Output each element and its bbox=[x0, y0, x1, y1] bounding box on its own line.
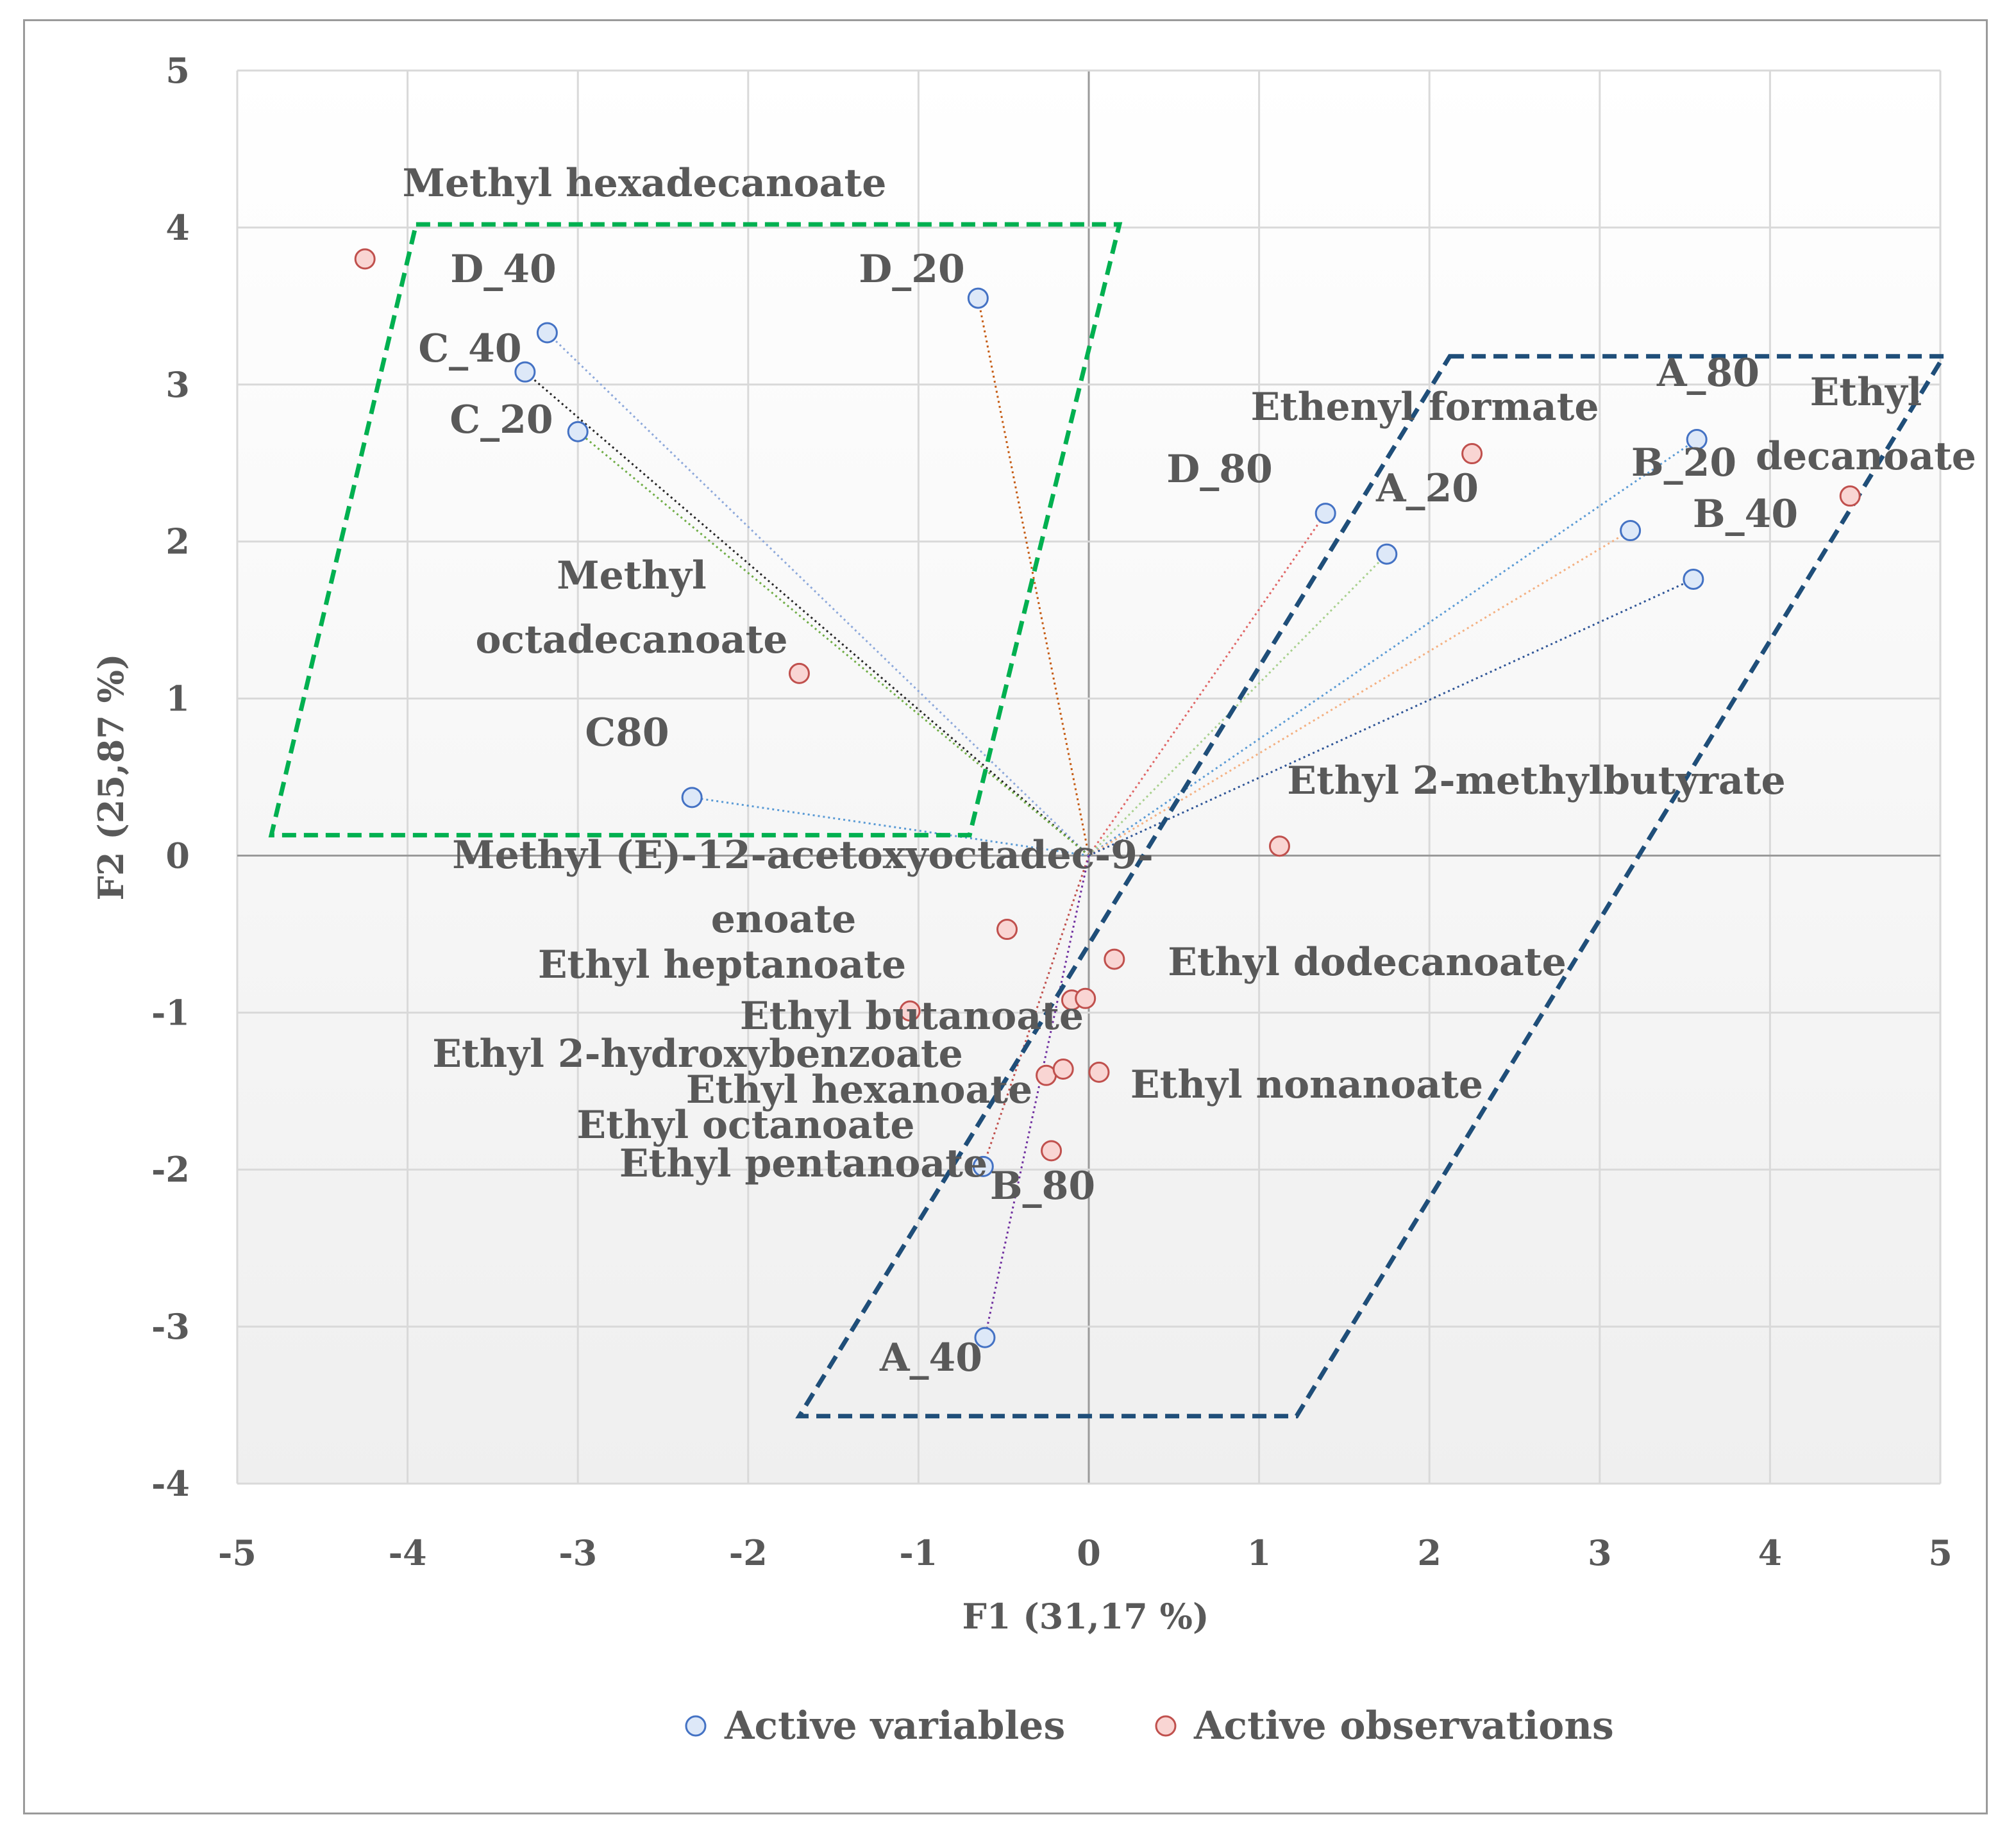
x-tick-label--2: -2 bbox=[729, 1532, 768, 1573]
legend-marker-active-observations bbox=[1155, 1715, 1177, 1737]
vector-d-20 bbox=[977, 297, 1090, 856]
label-methyl-acetoxy-line1: Methyl (E)-12-acetoxyoctadec-9- bbox=[452, 833, 1154, 878]
legend: Active variables Active observations bbox=[685, 1704, 1614, 1748]
variable-marker-d-20 bbox=[967, 287, 989, 309]
label-ethyl-decanoate-line1: Ethyl bbox=[1810, 370, 1922, 415]
variable-marker-b-80 bbox=[972, 1155, 994, 1177]
label-methyl-hexadecanoate: Methyl hexadecanoate bbox=[403, 161, 887, 206]
label-ethyl-pentanoate: Ethyl pentanoate bbox=[619, 1141, 987, 1186]
legend-label-active-variables: Active variables bbox=[724, 1704, 1065, 1748]
label-d40: D_40 bbox=[450, 247, 557, 292]
label-a40: A_40 bbox=[879, 1335, 982, 1380]
observation-marker-ethyl-heptanoate bbox=[899, 1000, 921, 1022]
observation-marker-ethenyl-formate bbox=[1461, 443, 1483, 465]
observation-marker-ethyl-pentanoate bbox=[1075, 987, 1096, 1009]
y-axis-title: F2 (25,87 %) bbox=[90, 653, 131, 900]
label-methyl-acetoxy-line2: enoate bbox=[711, 897, 857, 942]
x-tick-label--3: -3 bbox=[559, 1532, 597, 1573]
vector-a-20 bbox=[1088, 553, 1388, 857]
x-tick-label-1: 1 bbox=[1247, 1532, 1272, 1573]
observation-marker-ethyl-nonanoate bbox=[1088, 1061, 1110, 1083]
vector-d-40 bbox=[546, 331, 1090, 857]
x-tick-label-2: 2 bbox=[1417, 1532, 1441, 1573]
variable-marker-b-40 bbox=[1683, 568, 1704, 590]
variable-marker-c-20 bbox=[567, 421, 589, 442]
observation-marker-ethyl-2-methylbutyrate bbox=[1268, 835, 1290, 857]
label-d20: D_20 bbox=[859, 247, 965, 292]
variable-marker-a-20 bbox=[1376, 543, 1398, 565]
x-tick-label-3: 3 bbox=[1588, 1532, 1612, 1573]
legend-marker-active-variables bbox=[685, 1715, 707, 1737]
y-tick-label--4: -4 bbox=[151, 1463, 190, 1504]
observation-marker-ethyl-dodecanoate bbox=[1104, 948, 1125, 970]
label-a20: A_20 bbox=[1375, 466, 1479, 511]
observation-marker-methyl-e-12-acetoxyoctadec-9-enoate bbox=[996, 919, 1018, 941]
axis-ticks: -5 -4 -3 -2 -1 0 1 2 3 4 5 5 4 3 2 1 0 -1 -2 -3 -4 bbox=[151, 50, 1953, 1573]
vector-b-80 bbox=[982, 855, 1090, 1167]
label-ethyl-dodecanoate: Ethyl dodecanoate bbox=[1168, 940, 1567, 985]
y-tick-label--2: -2 bbox=[151, 1149, 190, 1190]
label-methyl-octadecanoate-line1: Methyl bbox=[557, 553, 707, 598]
variable-marker-d-80 bbox=[1315, 503, 1336, 524]
observation-marker-ethyl-hexanoate bbox=[1052, 1058, 1074, 1080]
x-tick-label-4: 4 bbox=[1758, 1532, 1783, 1573]
variable-marker-a-80 bbox=[1686, 428, 1708, 450]
vector-c-40 bbox=[524, 371, 1089, 857]
label-b20: B_20 bbox=[1631, 440, 1736, 485]
label-ethyl-butanoate: Ethyl butanoate bbox=[740, 994, 1084, 1039]
label-ethyl-2-hydroxybenzoate: Ethyl 2-hydroxybenzoate bbox=[432, 1032, 963, 1076]
label-ethenyl-formate: Ethenyl formate bbox=[1250, 385, 1599, 430]
x-tick-label--1: -1 bbox=[899, 1532, 937, 1573]
observation-marker-methyl-hexadecanoate bbox=[354, 248, 376, 270]
label-c40: C_40 bbox=[418, 326, 521, 371]
point-labels: Methyl hexadecanoate D_40 D_20 C_40 C_20… bbox=[403, 161, 1976, 1380]
green-region bbox=[268, 222, 1123, 838]
y-tick-label-1: 1 bbox=[165, 678, 190, 719]
vector-c80 bbox=[691, 796, 1089, 857]
observation-marker-methyl-octadecanoate bbox=[788, 662, 810, 684]
observation-marker-ethyl-octanoate bbox=[1041, 1140, 1063, 1162]
label-c80: C80 bbox=[585, 710, 669, 755]
variable-marker-c-40 bbox=[514, 361, 536, 383]
x-tick-label--4: -4 bbox=[389, 1532, 427, 1573]
label-ethyl-hexanoate: Ethyl hexanoate bbox=[686, 1068, 1032, 1112]
label-ethyl-heptanoate: Ethyl heptanoate bbox=[538, 942, 906, 987]
variable-marker-b-20 bbox=[1620, 520, 1642, 542]
y-tick-label-3: 3 bbox=[165, 364, 190, 405]
x-tick-label-0: 0 bbox=[1077, 1532, 1101, 1573]
label-a80: A_80 bbox=[1656, 351, 1760, 396]
y-tick-label-5: 5 bbox=[165, 50, 190, 91]
variable-marker-d-40 bbox=[536, 322, 558, 344]
y-tick-label-0: 0 bbox=[165, 835, 190, 876]
label-c20: C_20 bbox=[449, 398, 553, 442]
label-ethyl-nonanoate: Ethyl nonanoate bbox=[1130, 1062, 1483, 1107]
highlight-regions bbox=[268, 222, 1948, 1419]
variable-marker-a-40 bbox=[974, 1327, 996, 1348]
loading-vectors bbox=[524, 297, 1698, 1338]
vector-a-40 bbox=[984, 855, 1090, 1338]
label-ethyl-2-methylbutyrate: Ethyl 2-methylbutyrate bbox=[1287, 758, 1785, 803]
x-tick-label--5: -5 bbox=[218, 1532, 256, 1573]
y-tick-label--1: -1 bbox=[151, 992, 190, 1033]
label-d80: D_80 bbox=[1166, 447, 1273, 492]
observation-marker-ethyl-decanoate bbox=[1839, 485, 1861, 507]
y-tick-label-4: 4 bbox=[165, 207, 190, 248]
blue-region bbox=[795, 354, 1948, 1419]
x-tick-label-5: 5 bbox=[1928, 1532, 1953, 1573]
label-ethyl-octanoate: Ethyl octanoate bbox=[576, 1103, 914, 1148]
legend-label-active-observations: Active observations bbox=[1193, 1704, 1614, 1748]
label-ethyl-decanoate-line2: decanoate bbox=[1756, 434, 1976, 479]
gridlines bbox=[236, 69, 1942, 1485]
variable-marker-c80 bbox=[681, 787, 703, 808]
label-b40: B_40 bbox=[1693, 492, 1798, 537]
y-tick-label--3: -3 bbox=[151, 1306, 190, 1347]
data-markers bbox=[354, 248, 1861, 1348]
x-axis-title: F1 (31,17 %) bbox=[962, 1596, 1209, 1637]
label-methyl-octadecanoate-line2: octadecanoate bbox=[475, 617, 787, 662]
y-tick-label-2: 2 bbox=[165, 521, 190, 562]
label-b80: B_80 bbox=[990, 1164, 1095, 1209]
